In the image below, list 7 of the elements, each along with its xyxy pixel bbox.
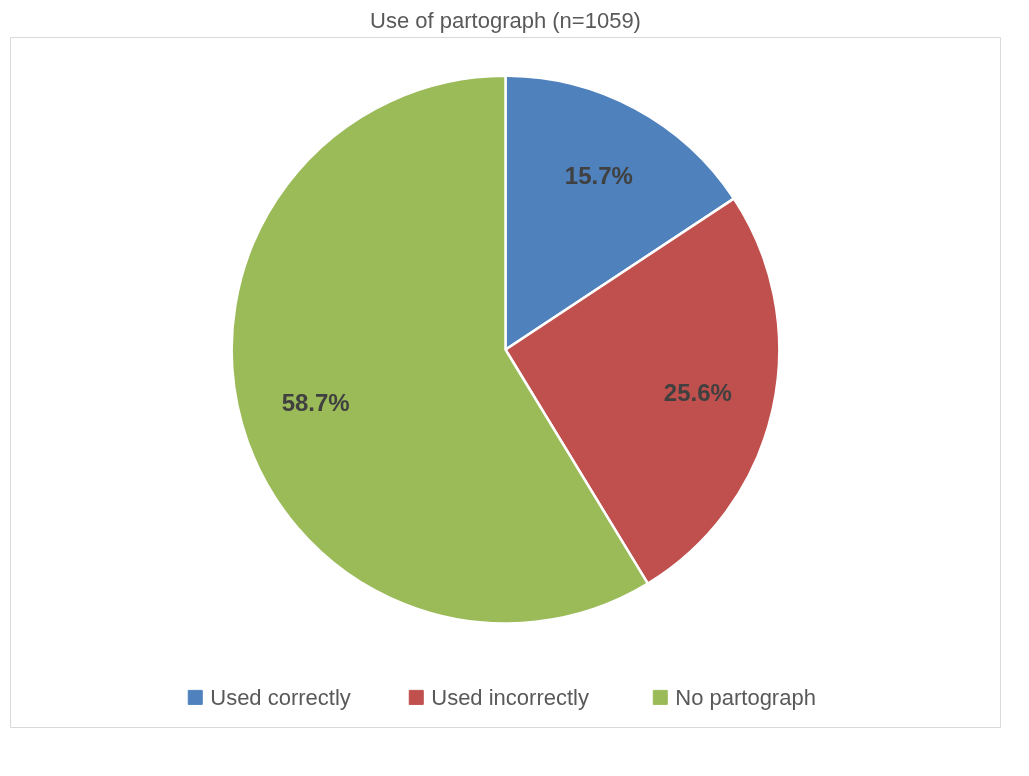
legend-label: Used correctly	[210, 684, 351, 710]
legend-label: Used incorrectly	[431, 684, 589, 710]
legend-label: No partograph	[675, 684, 816, 710]
data-label: 15.7%	[564, 162, 633, 190]
chart-title: Use of partograph (n=1059)	[370, 7, 641, 33]
data-label: 25.6%	[663, 379, 732, 407]
data-label: 58.7%	[281, 389, 350, 417]
